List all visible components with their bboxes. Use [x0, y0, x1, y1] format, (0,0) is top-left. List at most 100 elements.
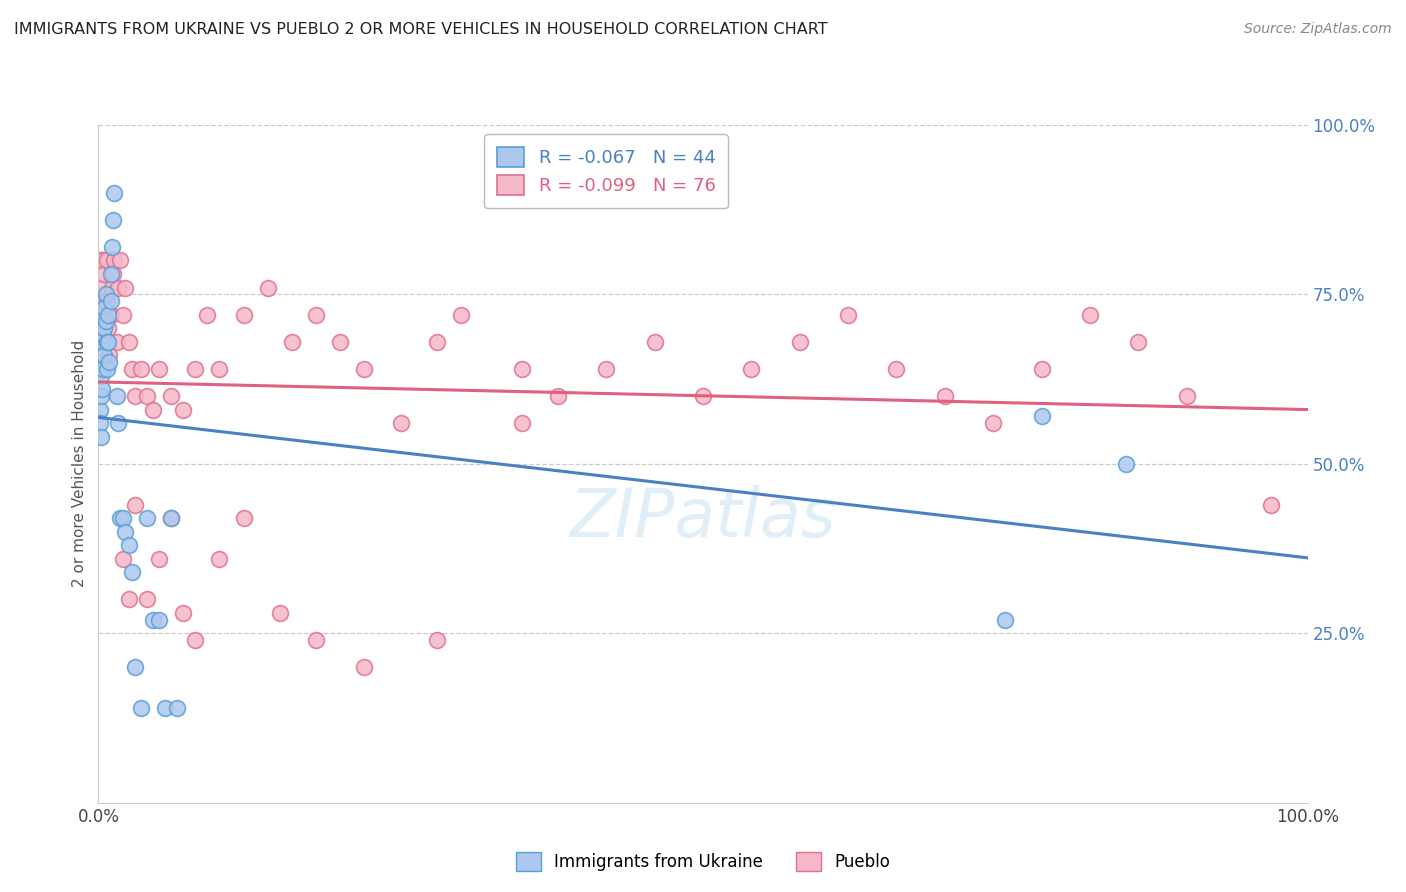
Point [90, 389, 112, 403]
Point [89, 402, 111, 417]
Point [353, 660, 375, 674]
Point [118, 538, 141, 552]
Point [98, 348, 121, 362]
Point [90, 308, 112, 322]
Point [184, 633, 207, 648]
Point [91, 362, 114, 376]
Legend: Immigrants from Ukraine, Pueblo: Immigrants from Ukraine, Pueblo [508, 843, 898, 880]
Point [450, 308, 472, 322]
Point [208, 551, 231, 566]
Point [148, 551, 170, 566]
Point [934, 389, 956, 403]
Point [208, 362, 231, 376]
Point [93, 267, 115, 281]
Point [100, 240, 122, 254]
Point [101, 267, 124, 281]
Point [100, 280, 122, 294]
Point [111, 308, 134, 322]
Point [100, 294, 122, 309]
Point [389, 416, 412, 430]
Point [121, 362, 143, 376]
Point [89, 416, 111, 430]
Point [1260, 498, 1282, 512]
Point [94, 287, 117, 301]
Point [644, 334, 666, 349]
Point [232, 511, 254, 525]
Point [91, 382, 114, 396]
Point [160, 511, 183, 525]
Point [91, 355, 114, 369]
Point [160, 511, 183, 525]
Point [129, 362, 152, 376]
Point [114, 524, 136, 539]
Point [97, 334, 120, 349]
Point [269, 606, 291, 620]
Point [93, 348, 115, 362]
Point [96, 362, 118, 376]
Point [129, 701, 152, 715]
Point [124, 389, 146, 403]
Point [118, 334, 141, 349]
Point [107, 416, 129, 430]
Point [142, 402, 165, 417]
Point [184, 362, 207, 376]
Point [108, 253, 131, 268]
Point [111, 551, 134, 566]
Point [1031, 409, 1053, 424]
Point [1128, 334, 1150, 349]
Point [547, 389, 569, 403]
Point [148, 613, 170, 627]
Point [121, 566, 143, 580]
Point [886, 362, 908, 376]
Point [172, 402, 194, 417]
Text: ZIPatlas: ZIPatlas [569, 485, 837, 551]
Point [172, 606, 194, 620]
Point [108, 511, 131, 525]
Point [100, 308, 122, 322]
Point [107, 280, 129, 294]
Point [510, 416, 533, 430]
Point [105, 389, 128, 403]
Point [93, 308, 115, 322]
Point [160, 389, 183, 403]
Point [90, 253, 112, 268]
Point [90, 430, 112, 444]
Point [281, 334, 304, 349]
Point [142, 613, 165, 627]
Point [100, 267, 122, 281]
Point [837, 308, 859, 322]
Point [94, 294, 117, 309]
Point [89, 334, 111, 349]
Point [94, 314, 117, 328]
Point [96, 294, 118, 309]
Point [353, 362, 375, 376]
Point [195, 308, 218, 322]
Point [166, 701, 188, 715]
Point [91, 334, 114, 349]
Point [1078, 308, 1101, 322]
Point [90, 368, 112, 383]
Point [91, 308, 114, 322]
Point [91, 328, 114, 343]
Point [93, 301, 115, 315]
Point [153, 701, 176, 715]
Point [256, 280, 278, 294]
Point [105, 334, 128, 349]
Point [118, 592, 141, 607]
Text: IMMIGRANTS FROM UKRAINE VS PUEBLO 2 OR MORE VEHICLES IN HOUSEHOLD CORRELATION CH: IMMIGRANTS FROM UKRAINE VS PUEBLO 2 OR M… [14, 22, 828, 37]
Point [789, 334, 811, 349]
Legend: R = -0.067   N = 44, R = -0.099   N = 76: R = -0.067 N = 44, R = -0.099 N = 76 [485, 134, 728, 208]
Point [98, 355, 121, 369]
Point [148, 362, 170, 376]
Point [510, 362, 533, 376]
Y-axis label: 2 or more Vehicles in Household: 2 or more Vehicles in Household [72, 340, 87, 588]
Point [91, 253, 114, 268]
Point [103, 186, 125, 200]
Point [114, 280, 136, 294]
Point [305, 308, 328, 322]
Point [96, 334, 118, 349]
Point [1031, 362, 1053, 376]
Point [91, 280, 114, 294]
Point [329, 334, 352, 349]
Point [103, 253, 125, 268]
